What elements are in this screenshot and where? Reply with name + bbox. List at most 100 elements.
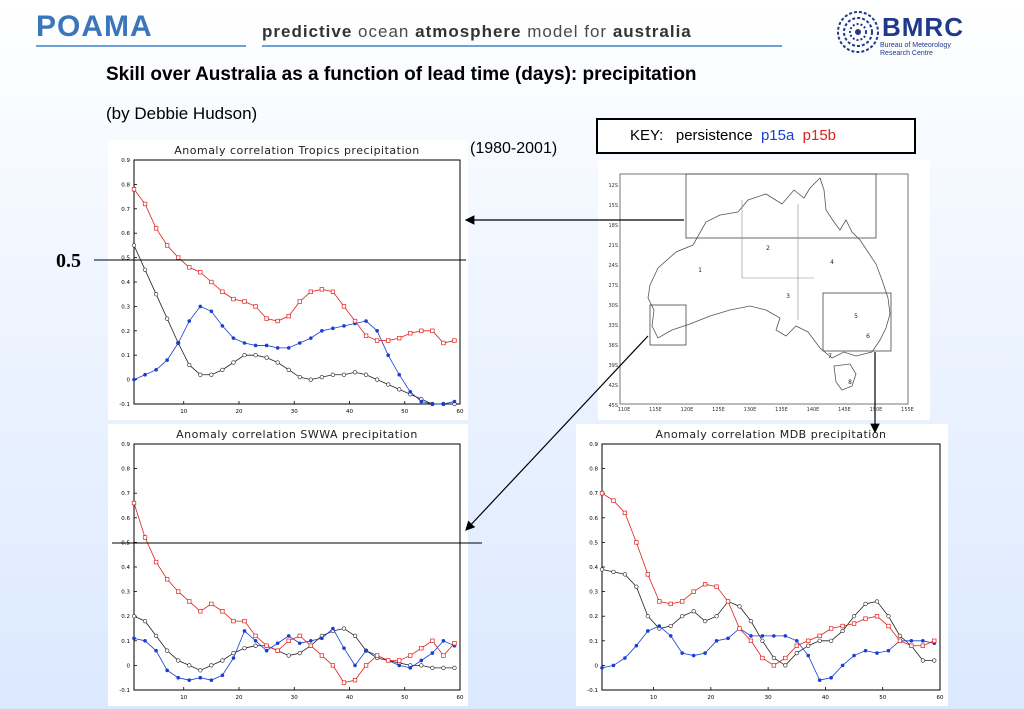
data-point-p15b [691,589,696,594]
tagline-word-5: australia [612,22,692,41]
data-point-p15b [851,621,857,626]
data-point-persistence [668,623,673,629]
data-point-p15a [154,368,158,372]
x-tick-label: 10 [650,695,657,701]
data-point-persistence [286,653,291,658]
y-tick-label: 0.8 [121,467,130,473]
data-point-p15a [342,324,346,328]
data-point-p15b [275,648,280,653]
data-point-persistence [920,658,925,663]
map-lat-label: 18S [608,223,618,229]
y-tick-label: 0.8 [589,467,598,473]
y-tick-label: -0.1 [119,688,130,694]
map-region-number: 5 [854,313,858,320]
data-point-p15b [286,314,291,319]
data-point-persistence [198,372,203,377]
chart-svg: Anomaly correlation MDB precipitation -0.… [587,428,944,701]
y-tick-label: 0 [595,663,599,669]
data-point-p15b [886,623,891,629]
data-point-p15a [132,377,136,382]
data-point-persistence [165,316,170,321]
region-box-mdb [822,292,892,352]
logo-rule [36,45,246,47]
map-region-number: 7 [828,353,832,360]
y-tick-label: 0.5 [121,256,130,262]
data-point-p15a [452,399,457,404]
x-tick-label: 60 [457,695,464,701]
data-point-persistence [319,375,324,380]
data-point-p15b [286,638,291,643]
data-point-p15a [863,648,868,653]
y-tick-label: 0.6 [121,231,130,237]
data-point-p15a [143,639,147,643]
data-point-p15b [599,491,605,496]
x-tick-label: 60 [457,409,464,415]
data-point-persistence [794,651,799,656]
bmrc-logo: BMRC [882,12,964,42]
data-point-p15b [363,663,369,668]
data-point-p15b [153,226,159,231]
data-point-p15b [397,335,402,341]
data-point-p15a [297,341,302,345]
region-box-tropics [685,173,877,239]
y-tick-label: 0.8 [121,182,130,188]
data-point-persistence [275,360,280,365]
data-point-p15a [611,663,616,668]
data-point-persistence [645,614,650,619]
data-point-p15b [341,680,347,685]
poama-logo: POAMA [36,10,153,43]
data-point-p15a [441,639,446,643]
data-point-persistence [634,584,639,589]
map-lon-label: 155E [901,407,914,413]
data-point-p15b [441,340,446,346]
data-point-p15b [253,633,258,639]
data-point-p15b [165,577,170,582]
key-p15b: p15b [802,127,837,144]
data-point-persistence [142,267,148,272]
data-point-p15a [657,624,662,628]
data-point-p15b [760,655,765,661]
data-point-p15a [165,668,169,673]
plot-frame [133,443,461,691]
data-point-p15b [341,304,347,309]
data-point-p15b [198,270,203,275]
data-point-p15a [726,636,730,641]
map-lat-label: 33S [608,323,618,329]
map-lon-label: 120E [681,407,694,413]
data-point-p15b [408,653,413,658]
data-point-p15b [308,643,313,648]
data-point-persistence [863,601,868,606]
data-point-p15a [783,634,788,638]
map-lat-label: 24S [608,263,618,269]
data-point-p15a [430,651,435,655]
data-point-persistence [817,638,822,643]
data-point-p15b [840,623,845,629]
data-point-p15a [419,399,424,404]
y-tick-label: 0.3 [121,304,130,310]
data-point-p15b [297,633,302,639]
data-point-p15a [220,324,225,328]
series-line-p15b [133,189,455,344]
data-point-persistence [691,609,696,614]
data-point-p15a [772,634,776,638]
data-point-p15b [153,559,159,565]
map-lat-labels: 12S 15S 18S 21S 24S 27S 30S 33S 36S 39S 42S 45S [608,183,618,409]
map-lon-label: 140E [807,407,820,413]
map-lon-label: 135E [775,407,788,413]
chart-tropics: Anomaly correlation Tropics precipitatio… [108,140,468,420]
data-point-persistence [714,614,719,619]
data-point-persistence [397,387,402,392]
tagline-word-4: model for [527,22,608,41]
y-tick-label: 0.2 [121,329,130,335]
tagline-rule [262,45,782,47]
data-point-persistence [341,626,347,631]
page-title: Skill over Australia as a function of le… [106,64,697,85]
data-point-persistence [874,599,880,604]
y-tick-label: 0.7 [589,491,598,497]
data-point-persistence [187,362,192,368]
x-tick-label: 20 [235,695,242,701]
map-lon-labels: 110E 115E 120E 125E 130E 135E 140E 145E 150E 155E [618,407,914,413]
data-point-p15b [611,498,616,503]
data-point-p15a [231,336,236,340]
y-tick-label: 0.2 [589,614,598,620]
